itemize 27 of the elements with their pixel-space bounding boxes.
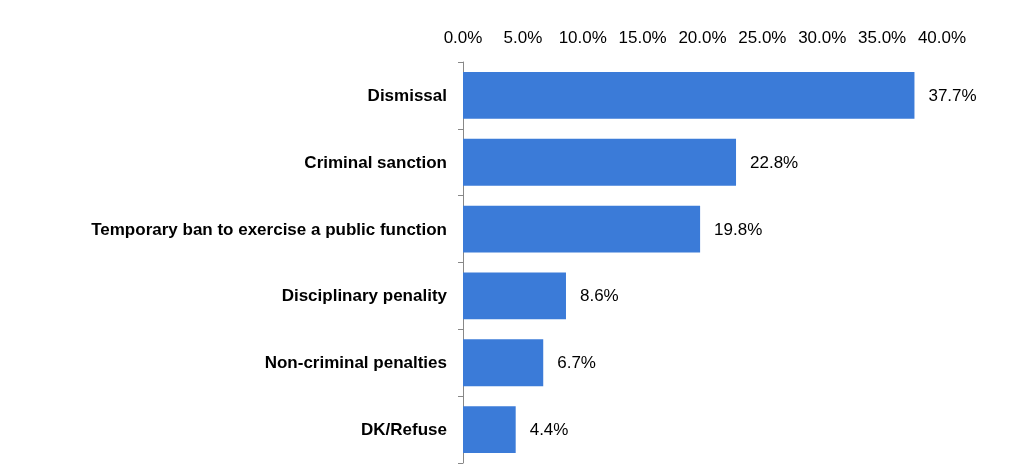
- y-tick-label: Non-criminal penalties: [264, 353, 447, 373]
- bar: [463, 406, 516, 453]
- data-label: 8.6%: [579, 286, 619, 306]
- data-label: 37.7%: [928, 85, 977, 105]
- bar: [463, 272, 566, 320]
- x-tick-label: 30.0%: [798, 28, 847, 47]
- y-tick-label: Disciplinary penality: [281, 286, 448, 306]
- y-tick-label: DK/Refuse: [361, 420, 447, 440]
- data-label: 4.4%: [529, 420, 569, 440]
- y-tick-label: Temporary ban to exercise a public function: [91, 219, 447, 239]
- bar: [463, 339, 544, 387]
- x-tick-label: 0.0%: [443, 28, 483, 47]
- x-tick-label: 35.0%: [858, 28, 907, 47]
- x-tick-label: 10.0%: [558, 28, 607, 47]
- bar: [463, 138, 737, 186]
- data-label: 19.8%: [714, 219, 763, 239]
- x-tick-label: 5.0%: [503, 28, 543, 47]
- x-tick-label: 40.0%: [917, 28, 967, 47]
- bar: [463, 205, 701, 253]
- x-tick-label: 15.0%: [618, 28, 667, 47]
- data-label: 22.8%: [750, 152, 799, 172]
- data-label: 6.7%: [557, 353, 596, 373]
- x-tick-label: 25.0%: [738, 28, 787, 47]
- bar: [463, 72, 915, 119]
- y-tick-label: Criminal sanction: [304, 152, 447, 172]
- x-tick-label: 20.0%: [678, 28, 727, 47]
- y-tick-label: Dismissal: [367, 85, 447, 105]
